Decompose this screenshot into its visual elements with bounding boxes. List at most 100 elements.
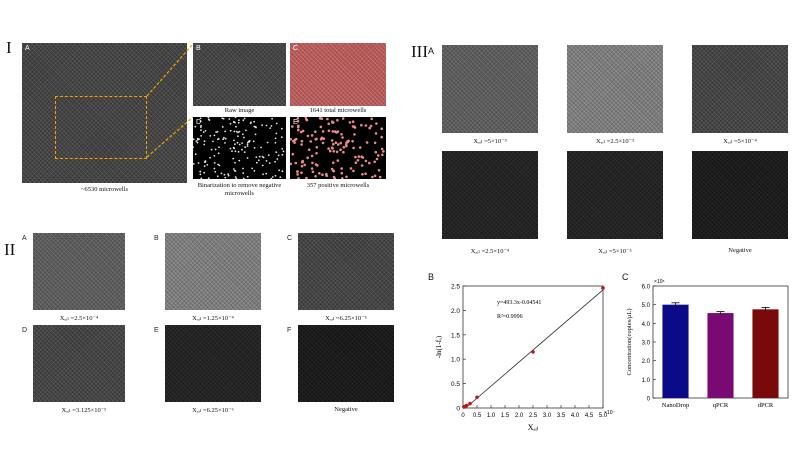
equation-label: y=493.3x-0.04541: [497, 300, 541, 306]
microwell-dot: [292, 139, 295, 143]
x-tick-label: 3.5: [557, 413, 566, 419]
microwell-dot: [318, 172, 321, 175]
panel-i-d-letter: D: [196, 119, 202, 126]
panel-ii-f-image: [298, 325, 394, 402]
microwell-dot: [246, 143, 249, 146]
microwell-dot: [202, 131, 205, 133]
microwell-dot: [244, 146, 246, 149]
microwell-dot: [234, 161, 236, 164]
category-label: NanoDrop: [662, 402, 689, 409]
microwell-dot: [253, 120, 255, 123]
microwell-dot: [354, 155, 357, 159]
microwell-dot: [203, 165, 206, 168]
microwell-dot: [327, 147, 330, 150]
microwell-dot: [260, 146, 262, 149]
microwell-dot: [360, 155, 363, 158]
microwell-dot: [275, 151, 278, 154]
panel-iii-img-5: [567, 151, 663, 239]
bar-qpcr: [707, 313, 734, 398]
microwell-dot: [224, 142, 226, 144]
microwell-dot: [320, 136, 324, 140]
microwell-dot: [377, 169, 381, 172]
microwell-dot: [375, 122, 378, 125]
microwell-dot: [197, 162, 200, 164]
microwell-dot: [304, 117, 308, 119]
microwell-dot: [204, 130, 207, 132]
microwell-dot: [195, 140, 198, 142]
panel-i-e-letter: E: [293, 119, 298, 126]
y-tick-label: 2.0: [451, 308, 460, 315]
binarized-dots: [193, 117, 285, 179]
microwell-dot: [336, 143, 340, 146]
microwell-dot: [200, 135, 203, 137]
y-tick-label: 3.0: [642, 341, 651, 347]
microwell-dot: [228, 118, 231, 120]
microwell-dot: [280, 136, 283, 138]
microwell-dot: [300, 171, 303, 174]
microwell-dot: [257, 159, 260, 162]
panel-ii-b-image: [165, 233, 261, 310]
microwell-dot: [229, 147, 232, 150]
category-label: qPCR: [713, 402, 729, 409]
panel-i-e-image: E: [290, 117, 386, 179]
microwell-dot: [223, 136, 225, 139]
panel-iii-b-letter: B: [428, 272, 435, 282]
microwell-dot: [227, 173, 229, 176]
microwell-dot: [380, 127, 383, 130]
microwell-dot: [200, 177, 203, 179]
y-tick-label: 1.0: [642, 378, 651, 384]
panel-ii-e-image: [165, 325, 261, 402]
panel-iii-img-2: [567, 45, 663, 133]
microwell-dot: [301, 129, 305, 133]
microwell-dot: [269, 127, 272, 129]
microwell-dot: [207, 118, 210, 121]
microwell-dot: [199, 173, 202, 176]
microwell-dot: [373, 141, 377, 145]
data-point: [601, 286, 605, 290]
microwell-dot: [265, 172, 268, 175]
panel-iii-c-letter: C: [622, 272, 629, 282]
microwell-dot: [238, 159, 241, 162]
microwell-dot: [234, 143, 236, 146]
microwell-dot: [217, 152, 220, 155]
microwell-dot: [359, 146, 362, 149]
microwell-dot: [245, 129, 247, 132]
microwell-dot: [249, 122, 252, 125]
microwell-dot: [357, 155, 361, 158]
microwell-dot: [299, 130, 303, 134]
section-i-label: I: [6, 38, 12, 57]
microwell-dot: [319, 125, 323, 129]
category-label: dPCR: [758, 402, 774, 409]
section-ii-label: II: [4, 240, 16, 259]
microwell-dot: [373, 160, 376, 164]
microwell-dot: [306, 134, 310, 138]
microwell-dot: [345, 175, 348, 179]
microwell-dot: [213, 167, 216, 170]
zoom-connector-lines: [146, 43, 194, 158]
microwell-dot: [368, 161, 371, 165]
bar-nanodrop: [662, 304, 689, 398]
microwell-dot: [380, 147, 384, 151]
x-tick-label: 4.5: [585, 413, 594, 419]
microwell-dot: [352, 146, 355, 150]
microwell-dot: [321, 130, 325, 133]
microwell-dot: [314, 163, 318, 166]
microwell-dot: [242, 167, 244, 170]
microwell-dot: [270, 177, 273, 179]
panel-ii-f-caption: Negative: [334, 406, 358, 413]
microwell-dot: [227, 174, 230, 177]
data-point: [468, 401, 472, 406]
microwell-dot: [214, 170, 217, 173]
microwell-dot: [212, 140, 214, 143]
microwell-dot: [360, 123, 363, 127]
microwell-dot: [290, 138, 292, 141]
microwell-dot: [253, 125, 256, 128]
panel-ii-e-letter: E: [154, 327, 159, 334]
microwell-dot: [311, 170, 315, 174]
microwell-dot: [252, 140, 255, 143]
microwell-dot: [281, 148, 284, 150]
panel-i-c-letter: C: [293, 45, 299, 52]
microwell-dot: [374, 150, 378, 154]
microwell-dot: [196, 137, 199, 140]
microwell-dot: [209, 156, 211, 159]
